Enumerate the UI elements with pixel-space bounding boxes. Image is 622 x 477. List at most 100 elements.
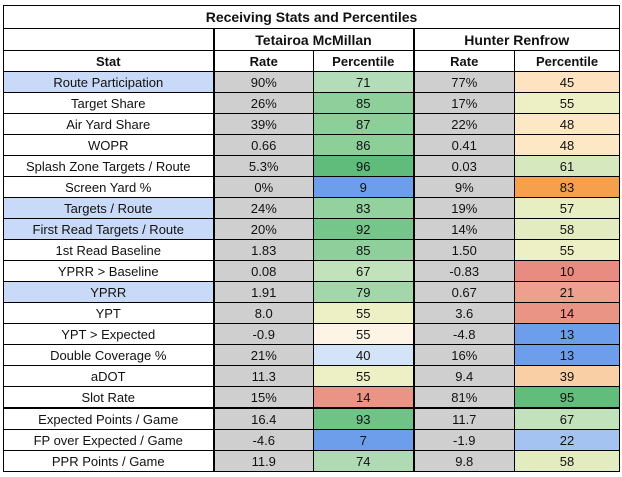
player2-percentile-cell: 58 — [513, 450, 621, 472]
table-title: Receiving Stats and Percentiles — [2, 5, 621, 29]
player2-rate-cell: 22% — [412, 113, 515, 135]
table-row: YPT > Expected -0.9 55 -4.8 13 — [3, 323, 621, 345]
player2-rate-cell: 0.41 — [412, 134, 515, 156]
player2-percentile-cell: 48 — [513, 134, 621, 156]
empty-header-cell — [3, 28, 214, 51]
player2-percentile-cell: 95 — [513, 386, 621, 409]
player1-percentile-cell: 14 — [313, 386, 414, 409]
player2-rate-header: Rate — [412, 50, 515, 72]
player2-percentile-cell: 45 — [513, 71, 621, 93]
player1-rate-cell: 0.66 — [212, 134, 314, 156]
player1-rate-cell: -0.9 — [212, 323, 314, 345]
player2-percentile-header: Percentile — [513, 50, 621, 72]
player1-percentile-cell: 83 — [313, 197, 414, 219]
player1-percentile-cell: 9 — [313, 176, 414, 198]
table-row: Target Share 26% 85 17% 55 — [3, 92, 621, 114]
player1-rate-cell: 11.3 — [212, 365, 314, 387]
player-header-row: Tetairoa McMillan Hunter Renfrow — [3, 28, 621, 51]
stat-label-cell: FP over Expected / Game — [3, 429, 214, 451]
stat-label-cell: YPRR — [3, 281, 214, 303]
player2-name: Hunter Renfrow — [412, 28, 621, 51]
table-row: YPT 8.0 55 3.6 14 — [3, 302, 621, 324]
player2-rate-cell: 0.67 — [412, 281, 515, 303]
player1-percentile-header: Percentile — [313, 50, 414, 72]
table-row: aDOT 11.3 55 9.4 39 — [3, 365, 621, 387]
player1-percentile-cell: 79 — [313, 281, 414, 303]
stat-label-cell: YPT > Expected — [3, 323, 214, 345]
player1-rate-cell: 8.0 — [212, 302, 314, 324]
player1-percentile-cell: 7 — [313, 429, 414, 451]
player1-percentile-cell: 40 — [313, 344, 414, 366]
player2-percentile-cell: 48 — [513, 113, 621, 135]
stat-label-cell: Splash Zone Targets / Route — [3, 155, 214, 177]
table-row: PPR Points / Game 11.9 74 9.8 58 — [3, 450, 621, 472]
player1-rate-cell: 5.3% — [212, 155, 314, 177]
player2-rate-cell: 81% — [412, 386, 515, 409]
table-row: Route Participation 90% 71 77% 45 — [3, 71, 621, 93]
player2-rate-cell: 0.03 — [412, 155, 515, 177]
player2-rate-cell: 14% — [412, 218, 515, 240]
table-row: WOPR 0.66 86 0.41 48 — [3, 134, 621, 156]
stat-column-header: Stat — [3, 50, 214, 72]
player1-percentile-cell: 93 — [313, 407, 414, 430]
player2-percentile-cell: 55 — [513, 92, 621, 114]
stats-table-container: Receiving Stats and Percentiles Tetairoa… — [2, 5, 621, 472]
player2-percentile-cell: 21 — [513, 281, 621, 303]
stat-label-cell: Route Participation — [3, 71, 214, 93]
table-row: Slot Rate 15% 14 81% 95 — [3, 386, 621, 409]
player1-rate-cell: 21% — [212, 344, 314, 366]
player2-percentile-cell: 13 — [513, 344, 621, 366]
table-row: 1st Read Baseline 1.83 85 1.50 55 — [3, 239, 621, 261]
stat-label-cell: First Read Targets / Route — [3, 218, 214, 240]
player2-percentile-cell: 14 — [513, 302, 621, 324]
stat-label-cell: Screen Yard % — [3, 176, 214, 198]
table-row: Targets / Route 24% 83 19% 57 — [3, 197, 621, 219]
player1-rate-cell: 11.9 — [212, 450, 314, 472]
stat-label-cell: Target Share — [3, 92, 214, 114]
player2-percentile-cell: 22 — [513, 429, 621, 451]
player2-percentile-cell: 58 — [513, 218, 621, 240]
player1-rate-cell: 1.83 — [212, 239, 314, 261]
player1-percentile-cell: 71 — [313, 71, 414, 93]
table-row: First Read Targets / Route 20% 92 14% 58 — [3, 218, 621, 240]
player2-rate-cell: 9.8 — [412, 450, 515, 472]
player1-percentile-cell: 92 — [313, 218, 414, 240]
player2-percentile-cell: 83 — [513, 176, 621, 198]
player1-percentile-cell: 55 — [313, 302, 414, 324]
player2-rate-cell: 17% — [412, 92, 515, 114]
player2-percentile-cell: 10 — [513, 260, 621, 282]
table-row: Air Yard Share 39% 87 22% 48 — [3, 113, 621, 135]
table-title-row: Receiving Stats and Percentiles — [2, 5, 621, 29]
player1-percentile-cell: 55 — [313, 365, 414, 387]
player1-percentile-cell: 85 — [313, 92, 414, 114]
table-row: Expected Points / Game 16.4 93 11.7 67 — [3, 407, 621, 430]
stat-label-cell: Targets / Route — [3, 197, 214, 219]
stat-label-cell: YPRR > Baseline — [3, 260, 214, 282]
player2-rate-cell: 16% — [412, 344, 515, 366]
player1-percentile-cell: 87 — [313, 113, 414, 135]
player2-percentile-cell: 39 — [513, 365, 621, 387]
player1-percentile-cell: 86 — [313, 134, 414, 156]
stat-label-cell: YPT — [3, 302, 214, 324]
player2-rate-cell: 3.6 — [412, 302, 515, 324]
player2-rate-cell: 77% — [412, 71, 515, 93]
player1-rate-cell: 1.91 — [212, 281, 314, 303]
player1-rate-cell: -4.6 — [212, 429, 314, 451]
player2-percentile-cell: 13 — [513, 323, 621, 345]
player1-percentile-cell: 74 — [313, 450, 414, 472]
player1-percentile-cell: 67 — [313, 260, 414, 282]
player1-rate-cell: 24% — [212, 197, 314, 219]
player1-rate-cell: 0% — [212, 176, 314, 198]
player1-rate-cell: 16.4 — [212, 407, 314, 430]
player1-rate-header: Rate — [212, 50, 314, 72]
player2-percentile-cell: 61 — [513, 155, 621, 177]
player2-rate-cell: 19% — [412, 197, 515, 219]
table-row: YPRR > Baseline 0.08 67 -0.83 10 — [3, 260, 621, 282]
player1-rate-cell: 26% — [212, 92, 314, 114]
player2-rate-cell: 9% — [412, 176, 515, 198]
player2-rate-cell: 9.4 — [412, 365, 515, 387]
player2-rate-cell: 1.50 — [412, 239, 515, 261]
table-row: YPRR 1.91 79 0.67 21 — [3, 281, 621, 303]
player1-rate-cell: 90% — [212, 71, 314, 93]
player1-percentile-cell: 96 — [313, 155, 414, 177]
